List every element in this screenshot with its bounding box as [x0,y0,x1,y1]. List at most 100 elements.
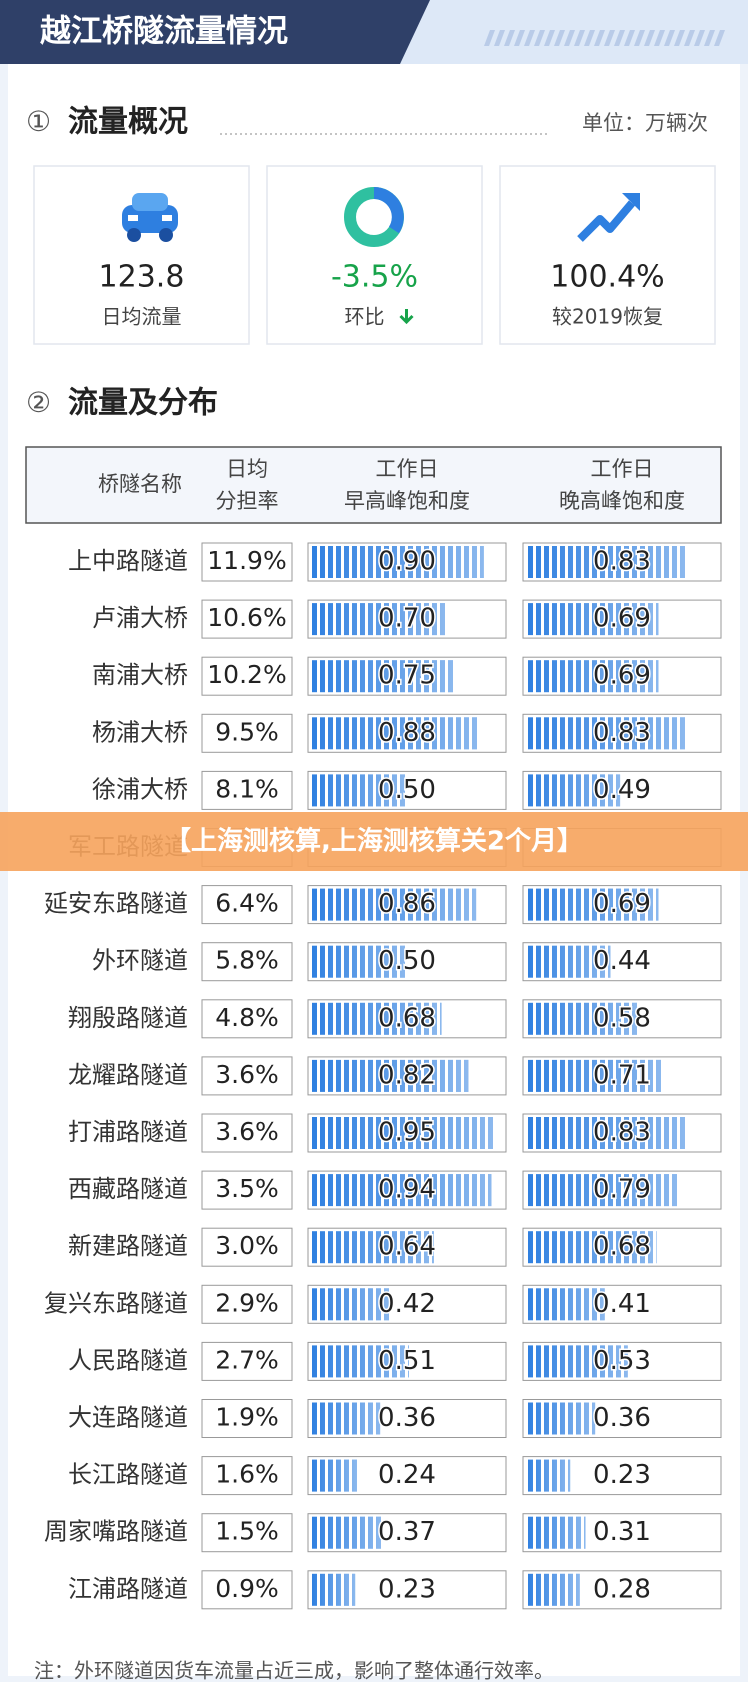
down-arrow [399,309,414,325]
saturation-value: 0.64 [378,1232,436,1262]
bar-fade [526,888,659,921]
card-value: 100.4% [550,260,664,295]
ring-icon [344,187,404,247]
bar-fade [311,774,407,807]
bar-fade [311,717,480,750]
banner-text: 【上海测核算,上海测核算关2个月】 [165,826,583,857]
bar-fade [311,1516,383,1549]
column-header: 晚高峰饱和度 [559,489,685,513]
saturation-value: 0.69 [593,604,651,634]
saturation-value: 0.51 [378,1346,436,1376]
share-value: 2.9% [215,1288,279,1317]
section-number: ② [26,386,51,419]
tunnel-name: 西藏路隧道 [68,1175,188,1203]
share-value: 1.5% [215,1517,279,1546]
share-box [201,1056,293,1096]
tunnel-name: 人民路隧道 [68,1346,188,1374]
share-value: 11.9% [207,546,286,575]
bar-fade [526,1573,580,1606]
bar-fade [526,717,686,750]
header-stripes [484,30,725,46]
tunnel-name: 大连路隧道 [68,1404,188,1432]
saturation-value: 0.44 [593,946,651,976]
share-box [201,1399,293,1438]
tunnel-name: 龙耀路隧道 [68,1061,188,1089]
column-header: 工作日 [591,457,654,481]
saturation-value: 0.50 [378,946,436,976]
column-header: 日均 [226,457,268,481]
tunnel-name: 延安东路隧道 [44,890,188,918]
share-value: 10.6% [207,603,286,632]
share-box [201,1113,293,1153]
share-box [201,1227,293,1267]
share-value: 3.6% [215,1060,279,1089]
share-box [201,999,293,1039]
share-value: 3.5% [215,1174,279,1203]
card [499,165,716,345]
tunnel-name: 翔殷路隧道 [68,1004,188,1032]
saturation-value: 0.37 [378,1517,436,1547]
column-header: 桥隧名称 [98,472,182,496]
share-value: 4.8% [215,1003,279,1032]
bar-fade [311,1059,469,1092]
tunnel-name: 杨浦大桥 [92,718,188,746]
bar-fade [526,1174,678,1207]
saturation-value: 0.86 [378,889,436,919]
share-box [201,542,293,582]
share-box [201,1341,293,1381]
saturation-value: 0.58 [593,1003,651,1033]
saturation-value: 0.68 [378,1003,436,1033]
bar-fade [526,1002,638,1035]
tunnel-name: 上中路隧道 [68,547,188,575]
tunnel-name: 长江路隧道 [68,1461,188,1489]
section-title: 流量及分布 [68,386,218,421]
saturation-value: 0.53 [593,1346,651,1376]
share-value: 9.5% [215,717,279,746]
car-icon [122,193,178,242]
bar-fade [526,546,686,578]
saturation-value: 0.24 [378,1460,436,1490]
card-value: -3.5% [331,260,418,295]
saturation-value: 0.83 [593,547,651,577]
header-title: 越江桥隧流量情况 [40,14,288,50]
saturation-value: 0.36 [378,1403,436,1433]
share-value: 1.9% [215,1403,279,1432]
cards: 123.8 日均流量 -3.5% 环比 100.4% 较2019恢复 [33,165,716,345]
bar-fade [526,945,611,978]
saturation-value: 0.94 [378,1175,436,1205]
bar-fade [526,1059,663,1092]
saturation-value: 0.23 [378,1574,436,1604]
saturation-value: 0.23 [593,1460,651,1490]
header-tab [0,0,430,64]
column-header: 工作日 [376,457,439,481]
saturation-value: 0.69 [593,889,651,919]
share-box [201,885,293,925]
bar-fade [311,546,484,578]
saturation-value: 0.75 [378,661,436,691]
saturation-value: 0.83 [593,1118,651,1148]
share-box [201,599,293,639]
bar-fade [526,1402,596,1435]
card-label: 较2019恢复 [552,305,663,329]
tunnel-name: 复兴东路隧道 [44,1289,188,1317]
share-value: 6.4% [215,889,279,918]
footnote: 注：外环隧道因货车流量占近三成，影响了整体通行效率。 [34,1659,554,1682]
bar-fade [311,1174,492,1207]
unit-label: 单位：万辆次 [582,111,708,135]
saturation-value: 0.71 [593,1060,651,1090]
saturation-value: 0.36 [593,1403,651,1433]
tunnel-name: 江浦路隧道 [68,1575,188,1603]
share-box [201,1456,293,1496]
bar-fade [311,603,446,636]
share-value: 3.0% [215,1231,279,1260]
card-label: 日均流量 [102,305,182,329]
bar-fade [526,1231,657,1264]
saturation-value: 0.79 [593,1175,651,1205]
bar-fade [526,774,621,807]
share-value: 1.6% [215,1460,279,1489]
share-box [201,1284,293,1324]
share-box [201,1570,293,1610]
